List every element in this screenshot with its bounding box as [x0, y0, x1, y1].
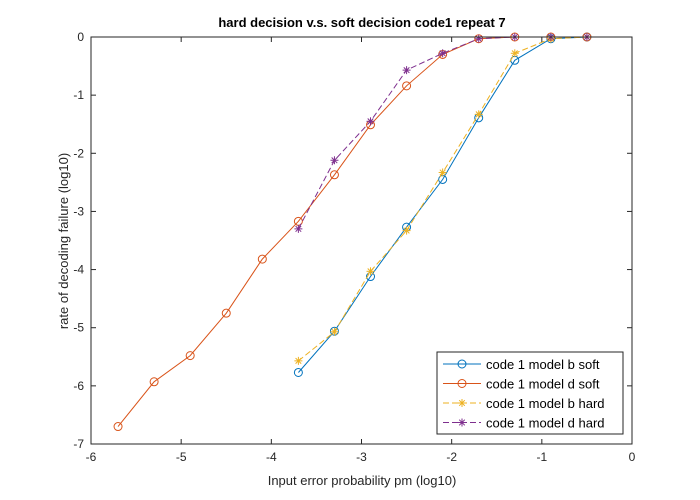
legend-marker [457, 359, 467, 369]
legend-marker [458, 418, 466, 427]
data-point [474, 110, 483, 119]
y-tick-label: -3 [73, 204, 84, 218]
series-line [298, 36, 587, 373]
legend-item: code 1 model d hard [443, 416, 605, 431]
data-point [366, 267, 375, 276]
y-tick-label: -4 [73, 263, 84, 277]
data-point [510, 49, 519, 58]
data-point [257, 254, 267, 264]
data-point [149, 377, 159, 387]
data-point [330, 327, 339, 336]
y-tick-label: -6 [73, 379, 84, 393]
data-point [113, 422, 123, 432]
data-point [294, 356, 303, 365]
legend-label: code 1 model d soft [486, 377, 600, 392]
legend: code 1 model b soft code 1 model d soft co… [436, 351, 624, 435]
x-tick-label: -2 [446, 450, 457, 464]
axes-layer: -6 -5 -4 -3 -2 -1 0-7-6-5-4-3-2-10 [73, 30, 635, 464]
data-point [329, 170, 339, 180]
legend-item: code 1 model d soft [443, 377, 600, 392]
x-axis-label: Input error probability pm (log10) [268, 473, 457, 488]
y-tick-label: 0 [77, 30, 84, 44]
data-point [438, 49, 447, 58]
legend-item: code 1 model b hard [443, 396, 605, 411]
series-4 [294, 33, 591, 233]
series-layer [113, 32, 592, 432]
y-tick-label: -1 [73, 88, 84, 102]
chart-title: hard decision v.s. soft decision code1 r… [218, 15, 505, 30]
legend-item: code 1 model b soft [443, 357, 600, 372]
data-point [402, 81, 412, 91]
data-point [366, 117, 375, 126]
data-point [330, 156, 339, 165]
data-point [438, 168, 447, 177]
legend-box [436, 351, 624, 435]
x-tick-label: -4 [266, 450, 277, 464]
data-point [474, 34, 483, 43]
y-tick-label: -2 [73, 146, 84, 160]
legend-marker [457, 379, 467, 388]
y-tick-label: -7 [73, 437, 84, 451]
y-axis-label: rate of decoding failure (log10) [56, 153, 71, 329]
data-point [185, 351, 195, 361]
legend-marker [458, 399, 466, 407]
legend-label: code 1 model d hard [486, 416, 605, 431]
x-tick-label: 0 [629, 450, 636, 464]
y-tick-label: -5 [73, 321, 84, 335]
data-point [221, 308, 231, 318]
x-tick-label: -6 [86, 450, 97, 464]
series-line [297, 36, 587, 230]
data-point [402, 226, 411, 235]
x-tick-label: -3 [356, 450, 367, 464]
legend-label: code 1 model b soft [486, 357, 600, 372]
x-tick-label: -1 [536, 450, 547, 464]
data-point [294, 224, 303, 233]
data-point [293, 367, 303, 377]
x-tick-label: -5 [176, 450, 187, 464]
legend-label: code 1 model b hard [486, 396, 605, 411]
data-point [402, 66, 411, 75]
